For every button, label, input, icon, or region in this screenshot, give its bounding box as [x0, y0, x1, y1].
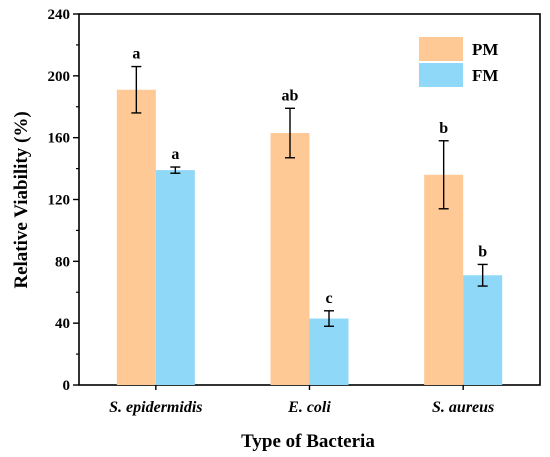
significance-label-pm-1: ab — [282, 87, 299, 104]
significance-label-pm-0: a — [132, 46, 140, 63]
bar-fm-0 — [155, 170, 195, 385]
axes-layer: S. epidermidis E. coli S. aureus 0 40 80 120 16… — [48, 7, 495, 416]
bar-fm-2 — [463, 275, 503, 385]
bars-layer — [116, 89, 503, 385]
x-axis-title: Type of Bacteria — [241, 431, 375, 452]
y-tick-label-3: 120 — [48, 193, 71, 209]
bar-pm-0 — [116, 89, 156, 385]
bar-pm-2 — [424, 174, 464, 385]
x-tick-label-0: S. epidermidis — [109, 399, 202, 416]
significance-label-fm-1: c — [325, 290, 332, 307]
y-tick-label-1: 40 — [55, 316, 70, 332]
significance-labels-layer: a a ab c b b — [132, 46, 487, 307]
x-tick-label-2: S. aureus — [432, 399, 494, 416]
x-tick-label-1: E. coli — [287, 399, 331, 416]
legend-swatch-pm — [419, 37, 463, 61]
y-tick-label-6: 240 — [48, 7, 71, 23]
error-bars-layer — [131, 65, 488, 327]
significance-label-pm-2: b — [439, 120, 448, 137]
bar-fm-1 — [309, 318, 349, 385]
y-tick-label-2: 80 — [55, 254, 70, 270]
legend: PM FM — [419, 37, 498, 87]
legend-label-fm: FM — [472, 66, 498, 85]
significance-label-fm-2: b — [478, 243, 487, 260]
y-tick-label-5: 200 — [48, 69, 71, 85]
legend-swatch-fm — [419, 63, 463, 87]
significance-label-fm-0: a — [171, 146, 179, 163]
bar-pm-1 — [270, 133, 310, 385]
y-tick-label-4: 160 — [48, 131, 71, 147]
y-tick-label-0: 0 — [63, 378, 71, 394]
y-axis-title: Relative Viability (%) — [11, 111, 32, 288]
legend-label-pm: PM — [472, 40, 498, 59]
